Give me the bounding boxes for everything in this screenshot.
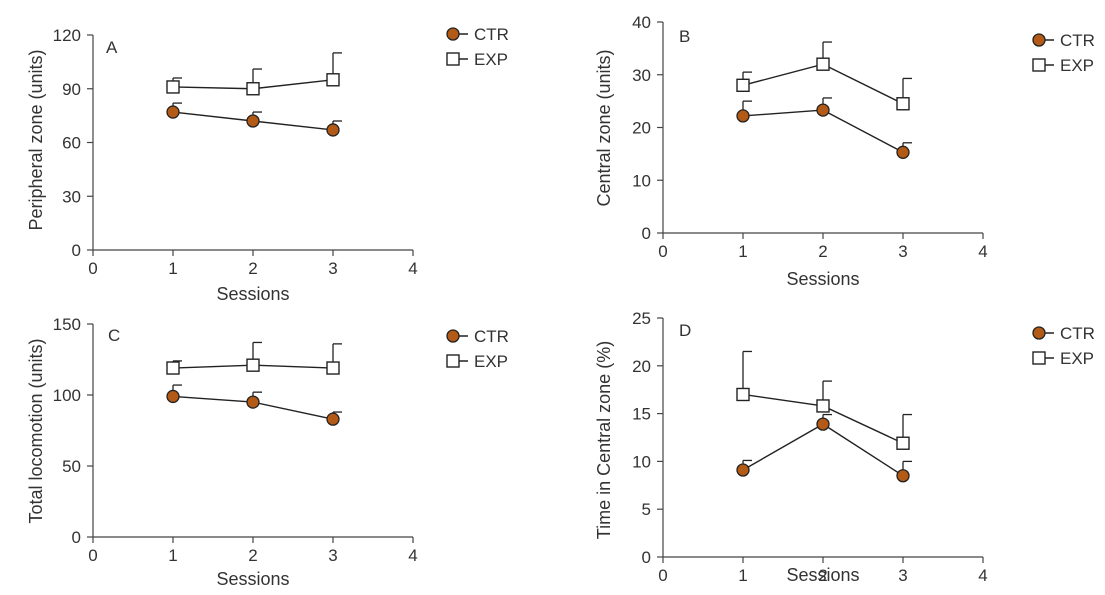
y-tick-label: 10 — [632, 171, 651, 190]
legend-label-ctr: CTR — [1060, 31, 1095, 50]
y-tick-label: 30 — [62, 187, 81, 206]
data-point-ctr — [896, 469, 910, 483]
x-tick-label: 3 — [328, 546, 337, 565]
legend-label-exp: EXP — [474, 352, 508, 371]
y-tick-label: 0 — [642, 548, 651, 567]
y-tick-label: 30 — [632, 66, 651, 85]
legend-marker-ctr — [446, 27, 460, 41]
panel-c: 0 1 2 3 4 0 50 100 150 Sessions Total locomotion (… — [26, 315, 509, 589]
x-tick-label: 0 — [88, 259, 97, 278]
legend-marker-ctr — [446, 329, 460, 343]
data-point-exp — [246, 82, 260, 96]
legend-label-ctr: CTR — [474, 25, 509, 44]
y-tick-label: 5 — [642, 500, 651, 519]
data-point-exp — [326, 73, 340, 87]
legend-marker-exp — [446, 354, 460, 368]
y-tick-label: 20 — [632, 119, 651, 138]
data-point-exp — [326, 361, 340, 375]
x-tick-label: 3 — [898, 566, 907, 585]
data-point-ctr — [896, 145, 910, 159]
data-point-ctr — [816, 417, 830, 431]
x-tick-label: 3 — [328, 259, 337, 278]
legend-marker-ctr — [1032, 33, 1046, 47]
x-tick-label: 1 — [168, 546, 177, 565]
legend-marker-ctr — [1032, 326, 1046, 340]
x-tick-label: 4 — [408, 259, 417, 278]
y-tick-label: 90 — [62, 80, 81, 99]
panel-letter: B — [679, 27, 690, 46]
data-point-ctr — [816, 103, 830, 117]
data-point-ctr — [246, 114, 260, 128]
legend-label-exp: EXP — [1060, 349, 1094, 368]
data-point-exp — [816, 399, 830, 413]
y-tick-label: 60 — [62, 134, 81, 153]
y-tick-label: 100 — [53, 386, 81, 405]
x-tick-label: 4 — [978, 566, 987, 585]
data-point-exp — [736, 387, 750, 402]
y-tick-label: 120 — [53, 26, 81, 45]
y-axis-title: Central zone (units) — [594, 49, 614, 206]
y-axis-title: Time in Central zone (%) — [594, 341, 614, 539]
data-point-ctr — [166, 389, 180, 404]
x-axis-title: Sessions — [216, 569, 289, 589]
y-axis-title: Peripheral zone (units) — [26, 49, 46, 230]
panel-letter: A — [106, 38, 118, 57]
y-tick-label: 0 — [72, 241, 81, 260]
data-point-ctr — [166, 105, 180, 119]
panel-letter: C — [108, 326, 120, 345]
legend-label-exp: EXP — [474, 50, 508, 69]
x-tick-label: 0 — [658, 242, 667, 261]
x-tick-label: 0 — [88, 546, 97, 565]
y-tick-label: 150 — [53, 315, 81, 334]
data-point-exp — [896, 97, 910, 111]
x-tick-label: 1 — [738, 566, 747, 585]
legend-marker-exp — [1032, 58, 1046, 72]
panel-a: 0 1 2 3 4 0 30 60 90 120 Sessions Peripheral zone (… — [26, 25, 509, 304]
legend-label-exp: EXP — [1060, 56, 1094, 75]
x-tick-label: 3 — [898, 242, 907, 261]
y-tick-label: 25 — [632, 309, 651, 328]
data-point-ctr — [246, 395, 260, 409]
legend-marker-exp — [1032, 351, 1046, 365]
x-axis-title: Sessions — [216, 284, 289, 304]
data-point-ctr — [326, 412, 340, 426]
legend-marker-exp — [446, 52, 460, 66]
y-tick-label: 50 — [62, 457, 81, 476]
data-point-ctr — [736, 109, 750, 123]
panel-d: 0 1 2 3 4 0 5 10 15 20 25 Sessions Time in Central z… — [594, 309, 1095, 585]
data-point-exp — [166, 361, 180, 375]
legend-label-ctr: CTR — [1060, 324, 1095, 343]
x-tick-label: 2 — [818, 242, 827, 261]
panel-letter: D — [679, 321, 691, 340]
y-tick-label: 40 — [632, 13, 651, 32]
y-axis-title: Total locomotion (units) — [26, 338, 46, 523]
y-tick-label: 10 — [632, 452, 651, 471]
y-tick-label: 0 — [72, 528, 81, 547]
x-tick-label: 2 — [818, 566, 827, 585]
x-tick-label: 2 — [248, 259, 257, 278]
data-point-exp — [166, 80, 180, 94]
y-tick-label: 0 — [642, 224, 651, 243]
x-tick-label: 0 — [658, 566, 667, 585]
y-tick-label: 20 — [632, 357, 651, 376]
data-point-ctr — [736, 463, 750, 477]
y-tick-label: 15 — [632, 405, 651, 424]
x-tick-label: 1 — [738, 242, 747, 261]
data-point-exp — [246, 358, 260, 372]
x-tick-label: 1 — [168, 259, 177, 278]
x-tick-label: 4 — [978, 242, 987, 261]
data-point-exp — [816, 57, 830, 71]
data-point-exp — [896, 436, 910, 450]
x-axis-title: Sessions — [786, 565, 859, 585]
x-axis-title: Sessions — [786, 269, 859, 289]
x-tick-label: 2 — [248, 546, 257, 565]
legend-label-ctr: CTR — [474, 327, 509, 346]
x-tick-label: 4 — [408, 546, 417, 565]
data-point-exp — [736, 78, 750, 93]
data-point-ctr — [326, 123, 340, 137]
